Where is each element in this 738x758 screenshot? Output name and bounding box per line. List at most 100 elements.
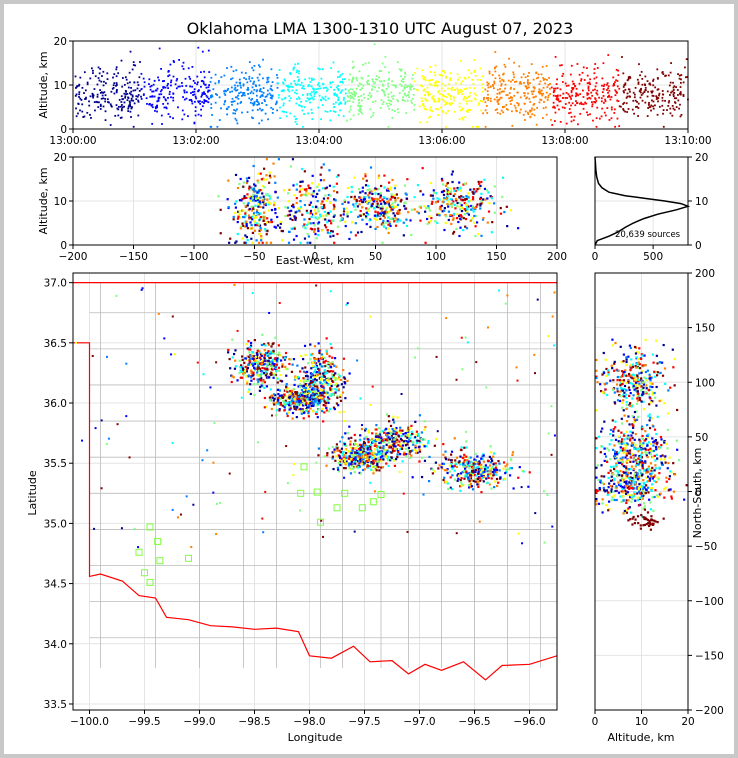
time-height-point [505, 104, 508, 106]
east-west-point [274, 226, 278, 229]
time-height-point [355, 92, 357, 95]
east-west-point [366, 209, 369, 213]
time-height-point [496, 92, 499, 95]
plan-view-point [257, 366, 260, 369]
plan-view-point [244, 365, 247, 369]
time-height-point [614, 94, 617, 97]
time-height-point [449, 103, 452, 106]
east-west-point [453, 203, 456, 207]
time-height-point [99, 103, 102, 106]
time-height-point [350, 92, 353, 95]
east-west-point [309, 241, 312, 244]
time-height-point [499, 112, 502, 115]
time-height-point [624, 110, 627, 113]
east-west-point [386, 197, 389, 200]
plan-view-point [336, 395, 339, 398]
east-west-point [308, 203, 311, 207]
time-height-point [352, 76, 355, 79]
plan-view-point [316, 371, 319, 374]
plan-view-point [317, 402, 320, 405]
plan-view-point [321, 410, 324, 413]
time-height-point [203, 76, 206, 79]
time-height-point [634, 99, 637, 102]
plan-view-point [378, 427, 381, 430]
plan-view-point [320, 377, 323, 380]
plan-view-point [272, 350, 275, 353]
time-height-point [193, 100, 196, 103]
plan-view-point [480, 467, 483, 470]
time-height-point [612, 76, 615, 79]
east-west-point [462, 217, 465, 220]
plan-view-point [471, 469, 474, 472]
east-west-point [471, 196, 475, 199]
time-height-point [578, 73, 581, 76]
time-height-point [92, 69, 94, 72]
plan-view-point [461, 456, 464, 460]
plan-view-point [317, 454, 320, 457]
time-height-point [682, 81, 685, 84]
time-height-point [170, 81, 172, 84]
plan-view-point [271, 373, 274, 376]
time-height-point [449, 77, 451, 80]
time-height-point [96, 95, 99, 98]
plan-view-point [470, 485, 474, 488]
time-height-point [253, 65, 256, 67]
plan-view-point [395, 458, 398, 461]
plan-view-point [332, 370, 335, 373]
east-west-point [274, 190, 277, 193]
time-height-point [414, 71, 417, 74]
east-west-point [459, 189, 463, 192]
time-height-point [334, 111, 337, 113]
time-height-point [361, 77, 364, 80]
east-west-point [299, 180, 302, 184]
plan-view-point [276, 381, 279, 384]
time-height-point [226, 89, 229, 92]
plan-view-point [506, 463, 509, 466]
time-height-point [335, 86, 338, 89]
east-west-point [287, 230, 291, 233]
east-west-point [353, 205, 356, 208]
time-height-point [518, 111, 521, 114]
time-height-point [492, 84, 494, 86]
plan-view-point [290, 391, 293, 395]
time-height-point [596, 106, 599, 109]
time-height-point [673, 91, 676, 94]
time-height-point [243, 94, 246, 97]
east-west-point [317, 227, 320, 230]
time-height-point [239, 102, 242, 104]
time-height-point [344, 101, 347, 104]
east-west-point [353, 176, 356, 179]
plan-view-point [405, 452, 408, 456]
east-west-point [240, 199, 243, 202]
east-west-point [268, 197, 272, 200]
time-height-point [666, 109, 668, 111]
time-height-point [533, 108, 536, 111]
time-height-point [107, 101, 109, 103]
plan-view-point [265, 372, 268, 375]
plan-view-point [425, 445, 428, 448]
time-height-point [518, 82, 521, 85]
east-west-point [263, 211, 266, 214]
time-height-point [482, 98, 485, 101]
time-height-point [536, 77, 538, 80]
time-height-point [552, 91, 555, 94]
plan-view-point [362, 451, 365, 454]
plan-view-point [382, 445, 385, 448]
east-west-point [257, 197, 260, 200]
east-west-point [280, 220, 283, 224]
east-west-point [305, 209, 308, 212]
time-height-point [282, 89, 285, 92]
plan-view-point [359, 460, 362, 463]
plan-view-point [472, 479, 475, 483]
east-west-point [253, 198, 256, 201]
east-west-point [446, 188, 449, 191]
time-height-point [356, 79, 359, 82]
time-height-point [474, 98, 477, 101]
east-west-point [232, 218, 235, 221]
plan-view-point [377, 434, 381, 437]
time-height-point [462, 118, 465, 121]
plan-view-point [320, 375, 323, 378]
plan-view-point [241, 358, 244, 362]
plan-view-point [286, 401, 290, 404]
time-height-point [384, 66, 387, 69]
